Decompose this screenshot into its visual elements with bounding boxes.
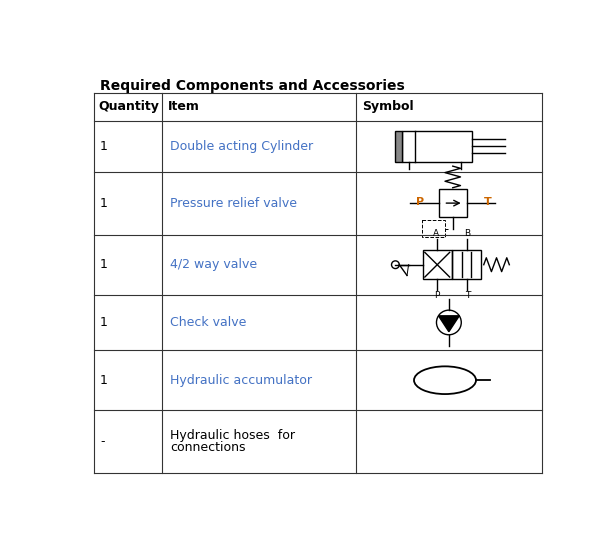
Text: Hydraulic hoses  for: Hydraulic hoses for xyxy=(170,429,295,442)
Text: P: P xyxy=(434,291,439,300)
Text: T: T xyxy=(465,291,470,300)
Text: -: - xyxy=(100,435,105,448)
Text: 1: 1 xyxy=(100,374,108,387)
Bar xyxy=(438,189,467,217)
Bar xyxy=(402,131,472,162)
Text: Double acting Cylinder: Double acting Cylinder xyxy=(170,140,313,153)
Bar xyxy=(423,250,452,279)
Text: T: T xyxy=(484,196,491,207)
Bar xyxy=(452,250,482,279)
Text: Check valve: Check valve xyxy=(170,316,246,329)
Text: 1: 1 xyxy=(100,140,108,153)
Text: Required Components and Accessories: Required Components and Accessories xyxy=(100,79,405,93)
Text: 1: 1 xyxy=(100,316,108,329)
Text: Item: Item xyxy=(169,100,200,113)
Text: 4/2 way valve: 4/2 way valve xyxy=(170,258,257,271)
Bar xyxy=(422,220,445,237)
Text: B: B xyxy=(464,229,470,238)
Text: Symbol: Symbol xyxy=(362,100,414,113)
Text: A: A xyxy=(434,229,440,238)
Polygon shape xyxy=(438,316,459,332)
Bar xyxy=(395,131,402,162)
Text: 1: 1 xyxy=(100,258,108,271)
Text: P: P xyxy=(416,196,424,207)
Text: Pressure relief valve: Pressure relief valve xyxy=(170,196,297,209)
Text: Quantity: Quantity xyxy=(98,100,159,113)
Text: connections: connections xyxy=(170,442,245,454)
Text: Hydraulic accumulator: Hydraulic accumulator xyxy=(170,374,312,387)
Text: 1: 1 xyxy=(100,196,108,209)
